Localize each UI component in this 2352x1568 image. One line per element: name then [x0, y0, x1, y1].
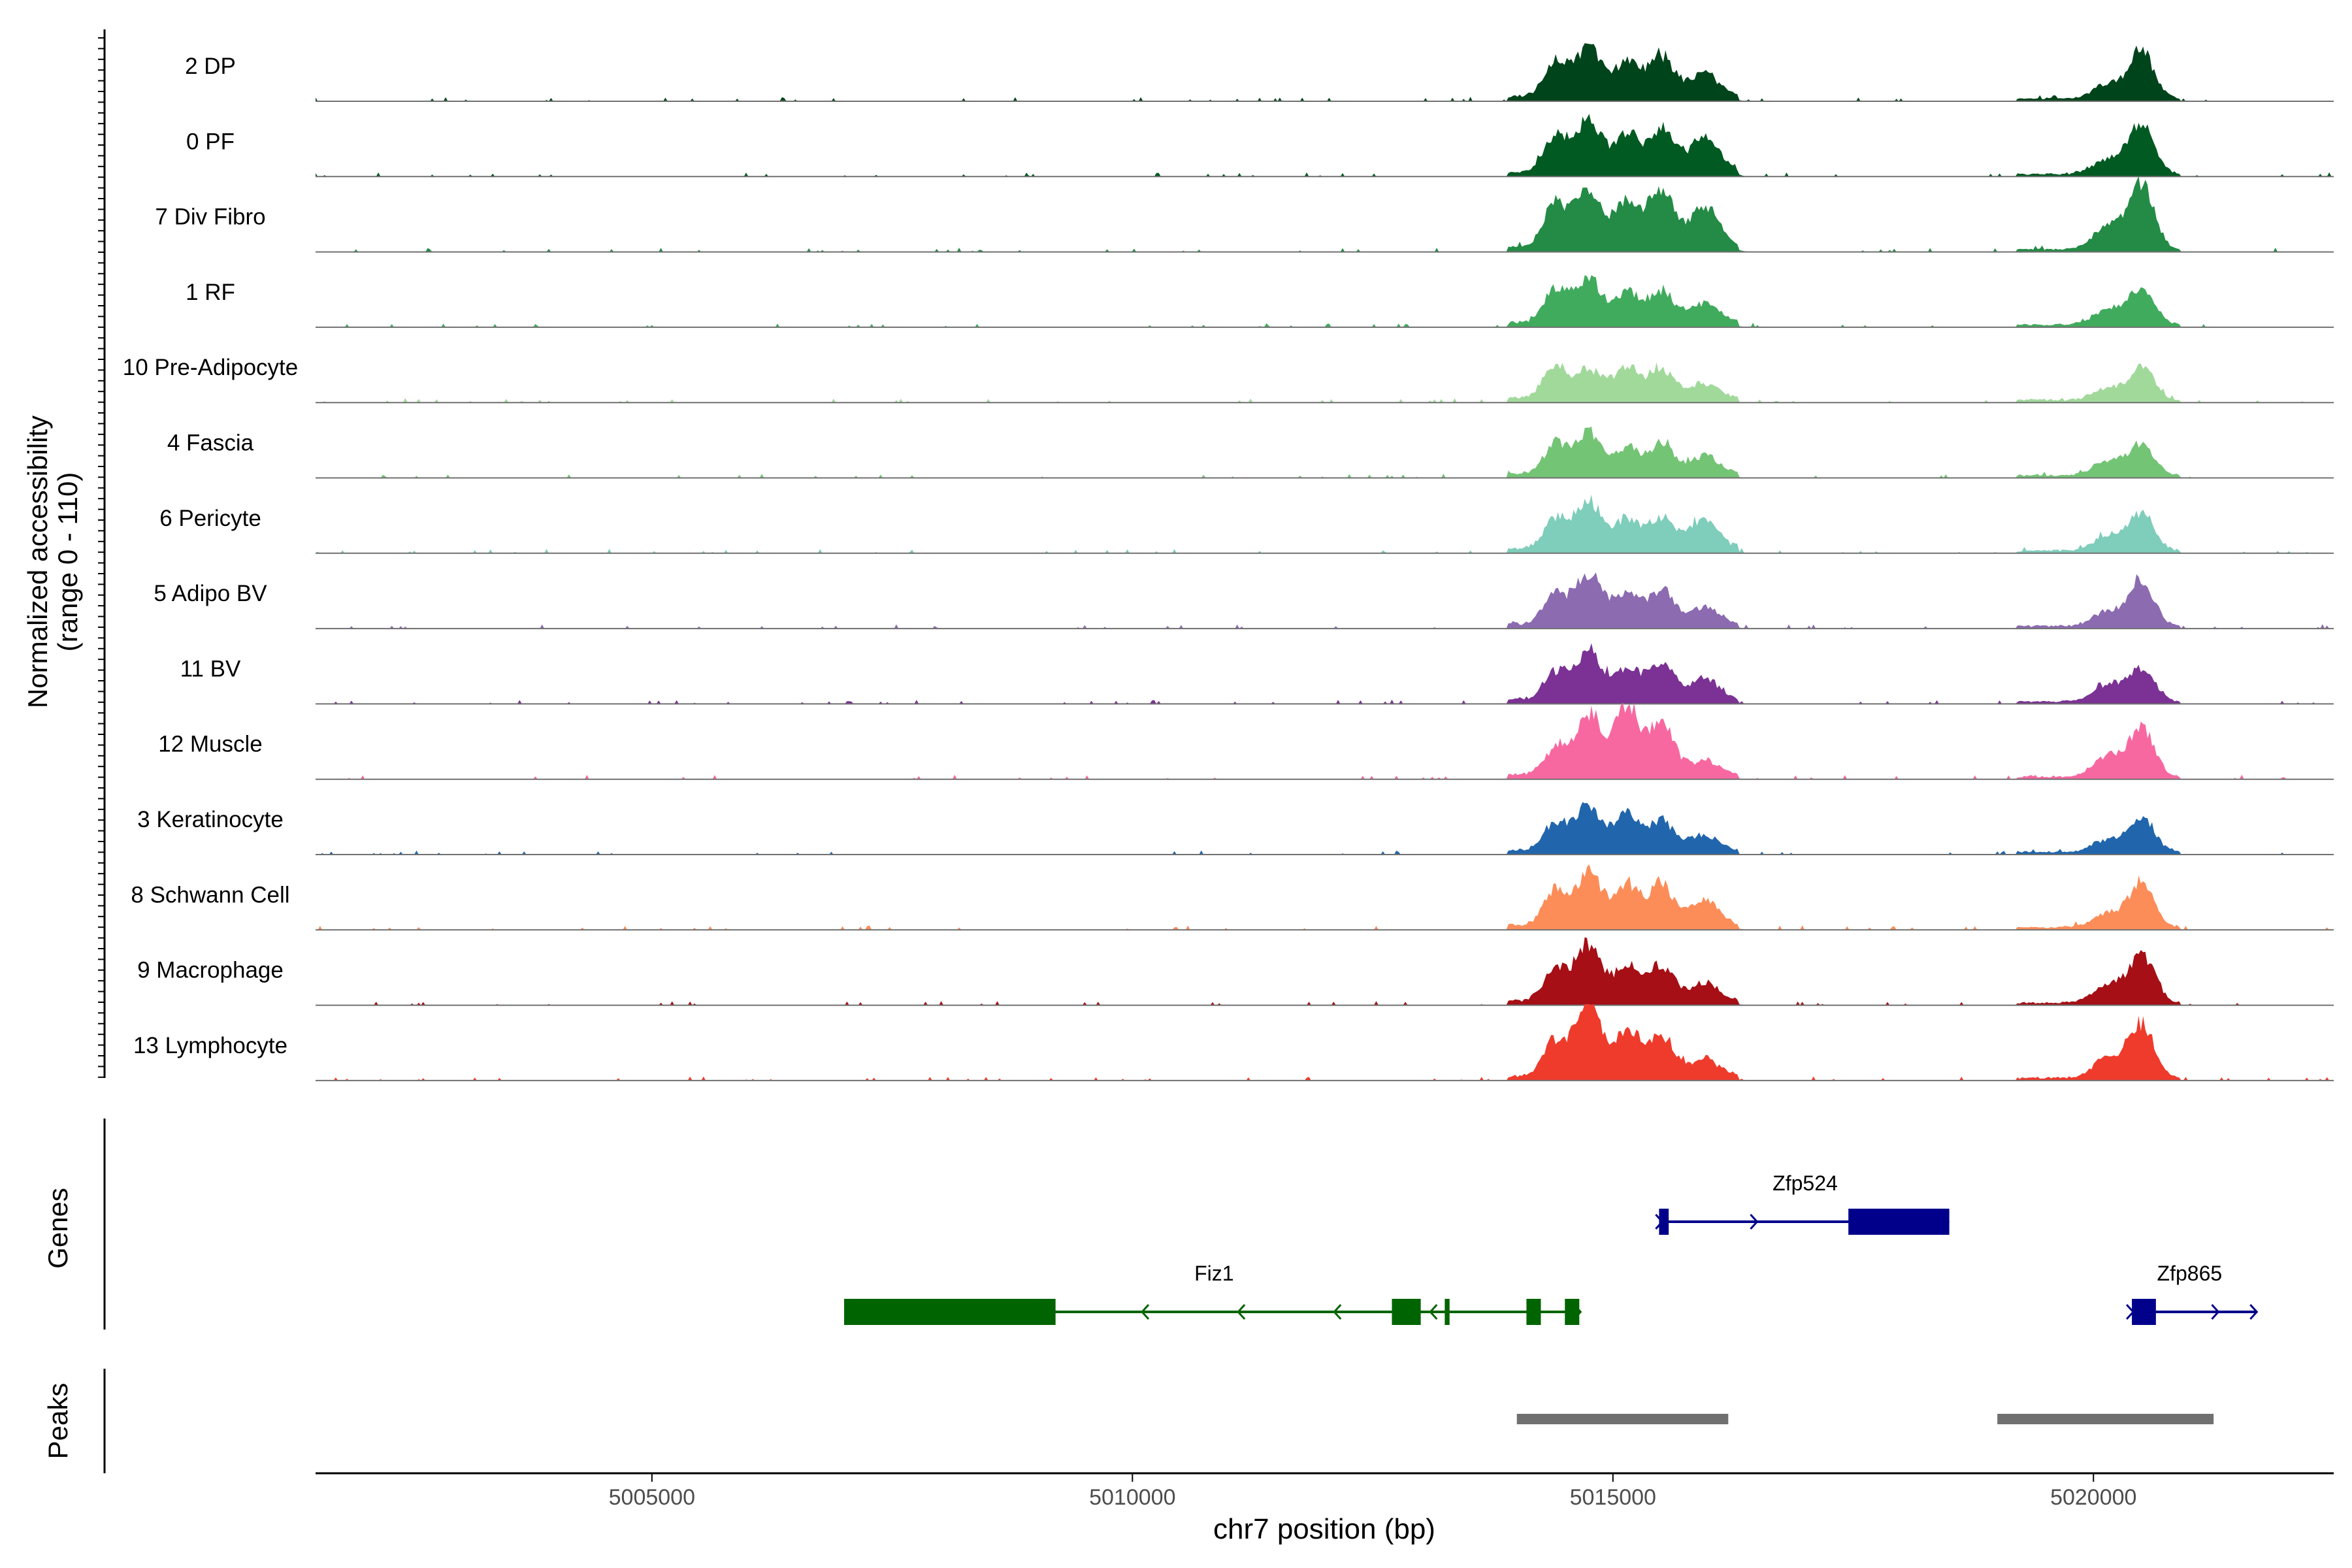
- track-3-keratinocyte: 3 Keratinocyte: [137, 802, 2334, 855]
- x-axis-label: chr7 position (bp): [1213, 1513, 1435, 1545]
- coverage-area: [316, 643, 2334, 704]
- track-label: 3 Keratinocyte: [137, 807, 284, 832]
- track-12-muscle: 12 Muscle: [158, 702, 2334, 780]
- track-1-rf: 1 RF: [186, 275, 2334, 328]
- gene-fiz1[interactable]: Fiz1: [844, 1262, 1582, 1325]
- track-0-pf: 0 PF: [186, 114, 2334, 178]
- track-label: 7 Div Fibro: [155, 204, 265, 230]
- left-axis-lines: [98, 29, 106, 1473]
- peak-region: [1997, 1414, 2214, 1424]
- track-label: 6 Pericyte: [159, 506, 261, 531]
- strand-arrow: [2125, 1303, 2135, 1320]
- track-9-macrophage: 9 Macrophage: [137, 937, 2334, 1006]
- track-7-div-fibro: 7 Div Fibro: [155, 176, 2334, 253]
- x-tick-label: 5010000: [1089, 1485, 1175, 1510]
- coverage-area: [316, 864, 2334, 930]
- strand-arrow: [2211, 1303, 2220, 1320]
- strand-arrow: [1573, 1303, 1582, 1320]
- coverage-area: [316, 362, 2334, 403]
- coverage-area: [316, 572, 2334, 629]
- gene-annotation-track: Zfp524 Fiz1 Zfp865: [844, 1171, 2259, 1325]
- track-label: 13 Lymphocyte: [133, 1033, 287, 1058]
- track-label: 8 Schwann Cell: [131, 882, 289, 907]
- gene-exon: [1565, 1299, 1580, 1325]
- gene-exon: [1848, 1209, 1950, 1235]
- y-axis-label-line2: (range 0 - 110): [52, 472, 83, 652]
- strand-arrow: [1140, 1303, 1150, 1320]
- gene-label: Fiz1: [1194, 1262, 1233, 1285]
- gene-exon: [1526, 1299, 1541, 1325]
- track-label: 5 Adipo BV: [154, 581, 267, 606]
- coverage-area: [316, 495, 2334, 553]
- gene-exon: [1445, 1299, 1450, 1325]
- peaks-panel-label: Peaks: [42, 1383, 73, 1460]
- strand-arrow: [1655, 1213, 1664, 1230]
- coverage-tracks: 2 DP 0 PF 7 Div Fibro 1 RF 10 Pre-Adipocyte 4…: [123, 43, 2334, 1081]
- track-label: 11 BV: [180, 656, 241, 681]
- track-10-pre-adipocyte: 10 Pre-Adipocyte: [123, 355, 2334, 404]
- coverage-area: [316, 426, 2334, 478]
- track-label: 9 Macrophage: [137, 958, 284, 983]
- track-11-bv: 11 BV: [180, 643, 2334, 705]
- track-label: 0 PF: [186, 129, 235, 154]
- gene-exon: [1392, 1299, 1421, 1325]
- track-2-dp: 2 DP: [185, 43, 2334, 102]
- coverage-area: [316, 937, 2334, 1005]
- track-6-pericyte: 6 Pericyte: [159, 495, 2334, 554]
- y-axis-label-line1: Normalized accessibility: [22, 416, 53, 708]
- coverage-area: [316, 1004, 2334, 1081]
- x-axis: 5005000 5010000 5015000 5020000: [316, 1472, 2334, 1510]
- strand-arrow: [1333, 1303, 1342, 1320]
- track-label: 2 DP: [185, 54, 236, 79]
- gene-label: Zfp524: [1772, 1171, 1838, 1195]
- track-8-schwann-cell: 8 Schwann Cell: [131, 864, 2334, 931]
- strand-arrow: [1237, 1303, 1246, 1320]
- peak-region: [1516, 1414, 1729, 1424]
- coverage-area: [316, 802, 2334, 855]
- x-tick-label: 5015000: [1570, 1485, 1656, 1510]
- track-label: 4 Fascia: [167, 431, 254, 456]
- gene-exon: [844, 1299, 1056, 1325]
- genes-panel-label: Genes: [42, 1188, 73, 1269]
- track-label: 12 Muscle: [158, 732, 263, 757]
- gene-exon: [1659, 1209, 1669, 1235]
- x-tick-label: 5005000: [609, 1485, 695, 1510]
- coverage-area: [316, 702, 2334, 779]
- coverage-area: [316, 176, 2334, 252]
- coverage-area: [316, 275, 2334, 327]
- gene-zfp865[interactable]: Zfp865: [2125, 1262, 2259, 1325]
- coverage-area: [316, 43, 2334, 101]
- strand-arrow: [2249, 1303, 2259, 1320]
- track-4-fascia: 4 Fascia: [167, 426, 2334, 479]
- x-tick-label: 5020000: [2050, 1485, 2136, 1510]
- gene-zfp524[interactable]: Zfp524: [1655, 1171, 1950, 1235]
- track-13-lymphocyte: 13 Lymphocyte: [133, 1004, 2334, 1081]
- track-5-adipo-bv: 5 Adipo BV: [154, 572, 2334, 630]
- coverage-area: [316, 114, 2334, 177]
- peak-region-track: [1516, 1414, 2214, 1424]
- gene-exon: [2132, 1299, 2156, 1325]
- gene-label: Zfp865: [2157, 1262, 2223, 1285]
- strand-arrow: [1750, 1213, 1759, 1230]
- track-label: 10 Pre-Adipocyte: [123, 355, 298, 380]
- track-label: 1 RF: [186, 280, 235, 305]
- strand-arrow: [1429, 1303, 1438, 1320]
